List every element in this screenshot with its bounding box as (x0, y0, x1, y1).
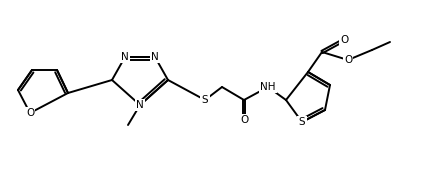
Text: O: O (344, 55, 352, 65)
Text: S: S (299, 117, 305, 127)
Text: O: O (340, 35, 348, 45)
Text: N: N (151, 52, 159, 62)
Text: N: N (136, 100, 144, 110)
Text: O: O (26, 108, 34, 118)
Text: S: S (202, 95, 208, 105)
Text: N: N (121, 52, 129, 62)
Text: NH: NH (260, 82, 276, 92)
Text: O: O (240, 115, 248, 125)
